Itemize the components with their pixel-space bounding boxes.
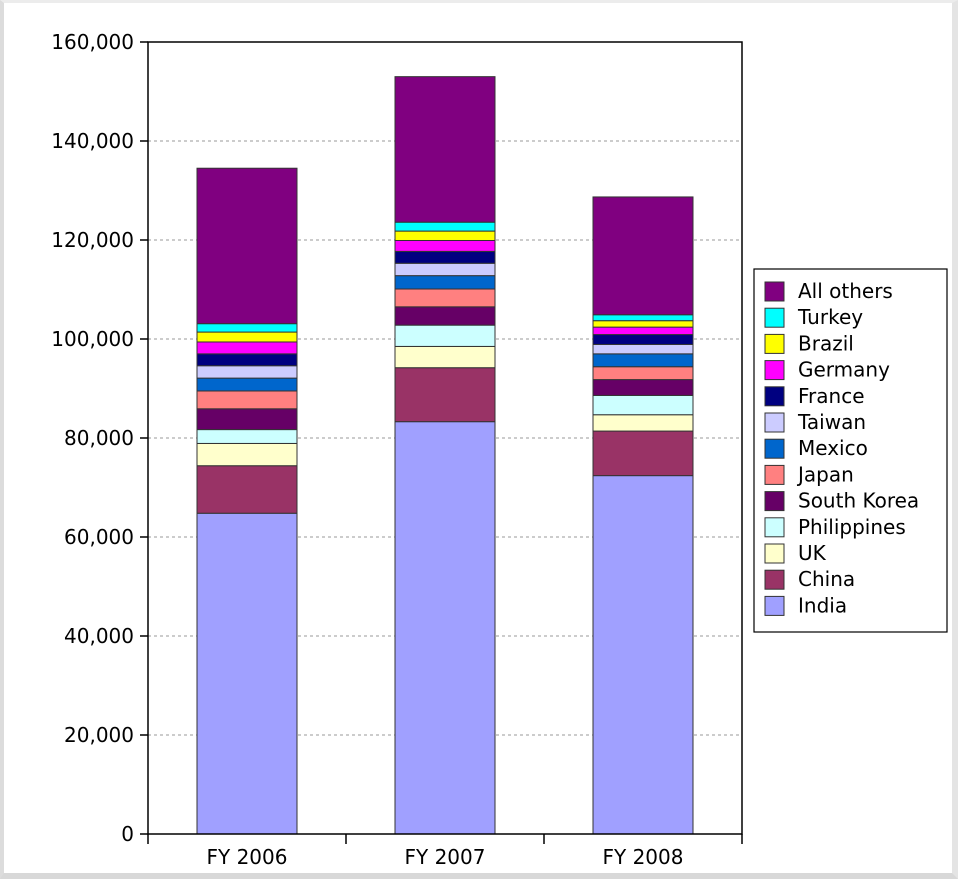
y-tick-label: 160,000 bbox=[51, 30, 134, 54]
legend-swatch-germany bbox=[764, 360, 785, 381]
x-tick-label: FY 2008 bbox=[603, 845, 684, 869]
bar-segment-france bbox=[196, 353, 298, 367]
bar-segment-mexico bbox=[196, 377, 298, 392]
bar-segment-mexico bbox=[394, 275, 496, 290]
legend-label-japan: Japan bbox=[796, 462, 854, 486]
legend-swatch-turkey bbox=[764, 307, 785, 328]
bar-segment-brazil bbox=[592, 320, 694, 328]
legend-label-turkey: Turkey bbox=[797, 305, 863, 329]
legend-swatch-south-korea bbox=[764, 491, 785, 512]
tick-labels: 0 20,000 40,000 60,000 80,000 100,000 120,000 1… bbox=[51, 30, 683, 869]
legend-swatch-philippines bbox=[764, 517, 785, 538]
x-tick-label: FY 2006 bbox=[207, 845, 288, 869]
bar-segment-china bbox=[196, 465, 298, 514]
legend-label-philippines: Philippines bbox=[798, 515, 906, 539]
bar-segment-china bbox=[394, 367, 496, 423]
x-tick-label: FY 2007 bbox=[405, 845, 486, 869]
y-tick-label: 100,000 bbox=[51, 327, 134, 351]
bar-segment-taiwan bbox=[592, 343, 694, 355]
bar-segment-south-korea bbox=[394, 306, 496, 326]
bar-segment-japan bbox=[592, 366, 694, 381]
legend-swatch-taiwan bbox=[764, 412, 785, 433]
bar-segment-france bbox=[394, 250, 496, 264]
legend-label-mexico: Mexico bbox=[798, 436, 868, 460]
bar-segment-uk bbox=[196, 442, 298, 467]
bar-segment-germany bbox=[196, 341, 298, 355]
legend-label-uk: UK bbox=[798, 541, 827, 565]
bar-segment-japan bbox=[196, 390, 298, 410]
bar-segment-all-others bbox=[196, 167, 298, 325]
bar-segment-japan bbox=[394, 288, 496, 308]
bar-segment-philippines bbox=[196, 429, 298, 444]
legend-label-brazil: Brazil bbox=[798, 331, 854, 355]
y-tick-label: 120,000 bbox=[51, 228, 134, 252]
bar-segment-india bbox=[394, 421, 496, 835]
legend-label-china: China bbox=[798, 567, 855, 591]
bar-segment-turkey bbox=[196, 323, 298, 333]
legend-label-south-korea: South Korea bbox=[798, 489, 919, 513]
y-tick-label: 40,000 bbox=[64, 624, 134, 648]
y-tick-label: 60,000 bbox=[64, 525, 134, 549]
bar-segment-uk bbox=[394, 345, 496, 369]
legend-swatch-china bbox=[764, 569, 785, 590]
bar-segment-philippines bbox=[394, 324, 496, 347]
bar-segment-india bbox=[592, 475, 694, 835]
legend-swatch-japan bbox=[764, 464, 785, 485]
plot-area-border bbox=[147, 41, 743, 835]
bar-segment-uk bbox=[592, 414, 694, 432]
legend-box bbox=[753, 268, 948, 633]
bar-segment-india bbox=[196, 512, 298, 835]
bar-segment-germany bbox=[592, 326, 694, 336]
legend-swatch-france bbox=[764, 386, 785, 407]
bar-segment-germany bbox=[394, 239, 496, 252]
y-tick-label: 80,000 bbox=[64, 426, 134, 450]
bar-segment-brazil bbox=[196, 331, 298, 343]
legend-label-france: France bbox=[798, 384, 865, 408]
bar-segment-all-others bbox=[394, 76, 496, 223]
bar-segment-south-korea bbox=[196, 408, 298, 431]
bar-segment-turkey bbox=[394, 221, 496, 232]
bar-segment-turkey bbox=[592, 314, 694, 322]
bar-segment-philippines bbox=[592, 394, 694, 416]
legend-swatch-india bbox=[764, 595, 785, 616]
axes bbox=[140, 41, 743, 844]
bar-segment-france bbox=[592, 334, 694, 345]
bar-segment-china bbox=[592, 430, 694, 477]
bars bbox=[196, 76, 694, 835]
legend-swatch-mexico bbox=[764, 438, 785, 459]
y-tick-label: 0 bbox=[121, 822, 134, 846]
bar-segment-mexico bbox=[592, 353, 694, 368]
y-tick-label: 140,000 bbox=[51, 129, 134, 153]
bar-segment-brazil bbox=[394, 230, 496, 241]
legend-label-all-others: All others bbox=[798, 279, 893, 303]
legend-swatch-all-others bbox=[764, 281, 785, 302]
legend-swatch-brazil bbox=[764, 333, 785, 354]
bar-segment-taiwan bbox=[394, 262, 496, 277]
bar-segment-all-others bbox=[592, 196, 694, 316]
legend-label-india: India bbox=[798, 593, 847, 617]
legend-label-germany: Germany bbox=[798, 358, 890, 382]
y-tick-label: 20,000 bbox=[64, 723, 134, 747]
legend-swatch-uk bbox=[764, 543, 785, 564]
bar-segment-south-korea bbox=[592, 379, 694, 396]
legend-label-taiwan: Taiwan bbox=[797, 410, 866, 434]
stacked-bar-chart: 0 20,000 40,000 60,000 80,000 100,000 120,000 1… bbox=[51, 30, 948, 869]
bar-segment-taiwan bbox=[196, 365, 298, 379]
